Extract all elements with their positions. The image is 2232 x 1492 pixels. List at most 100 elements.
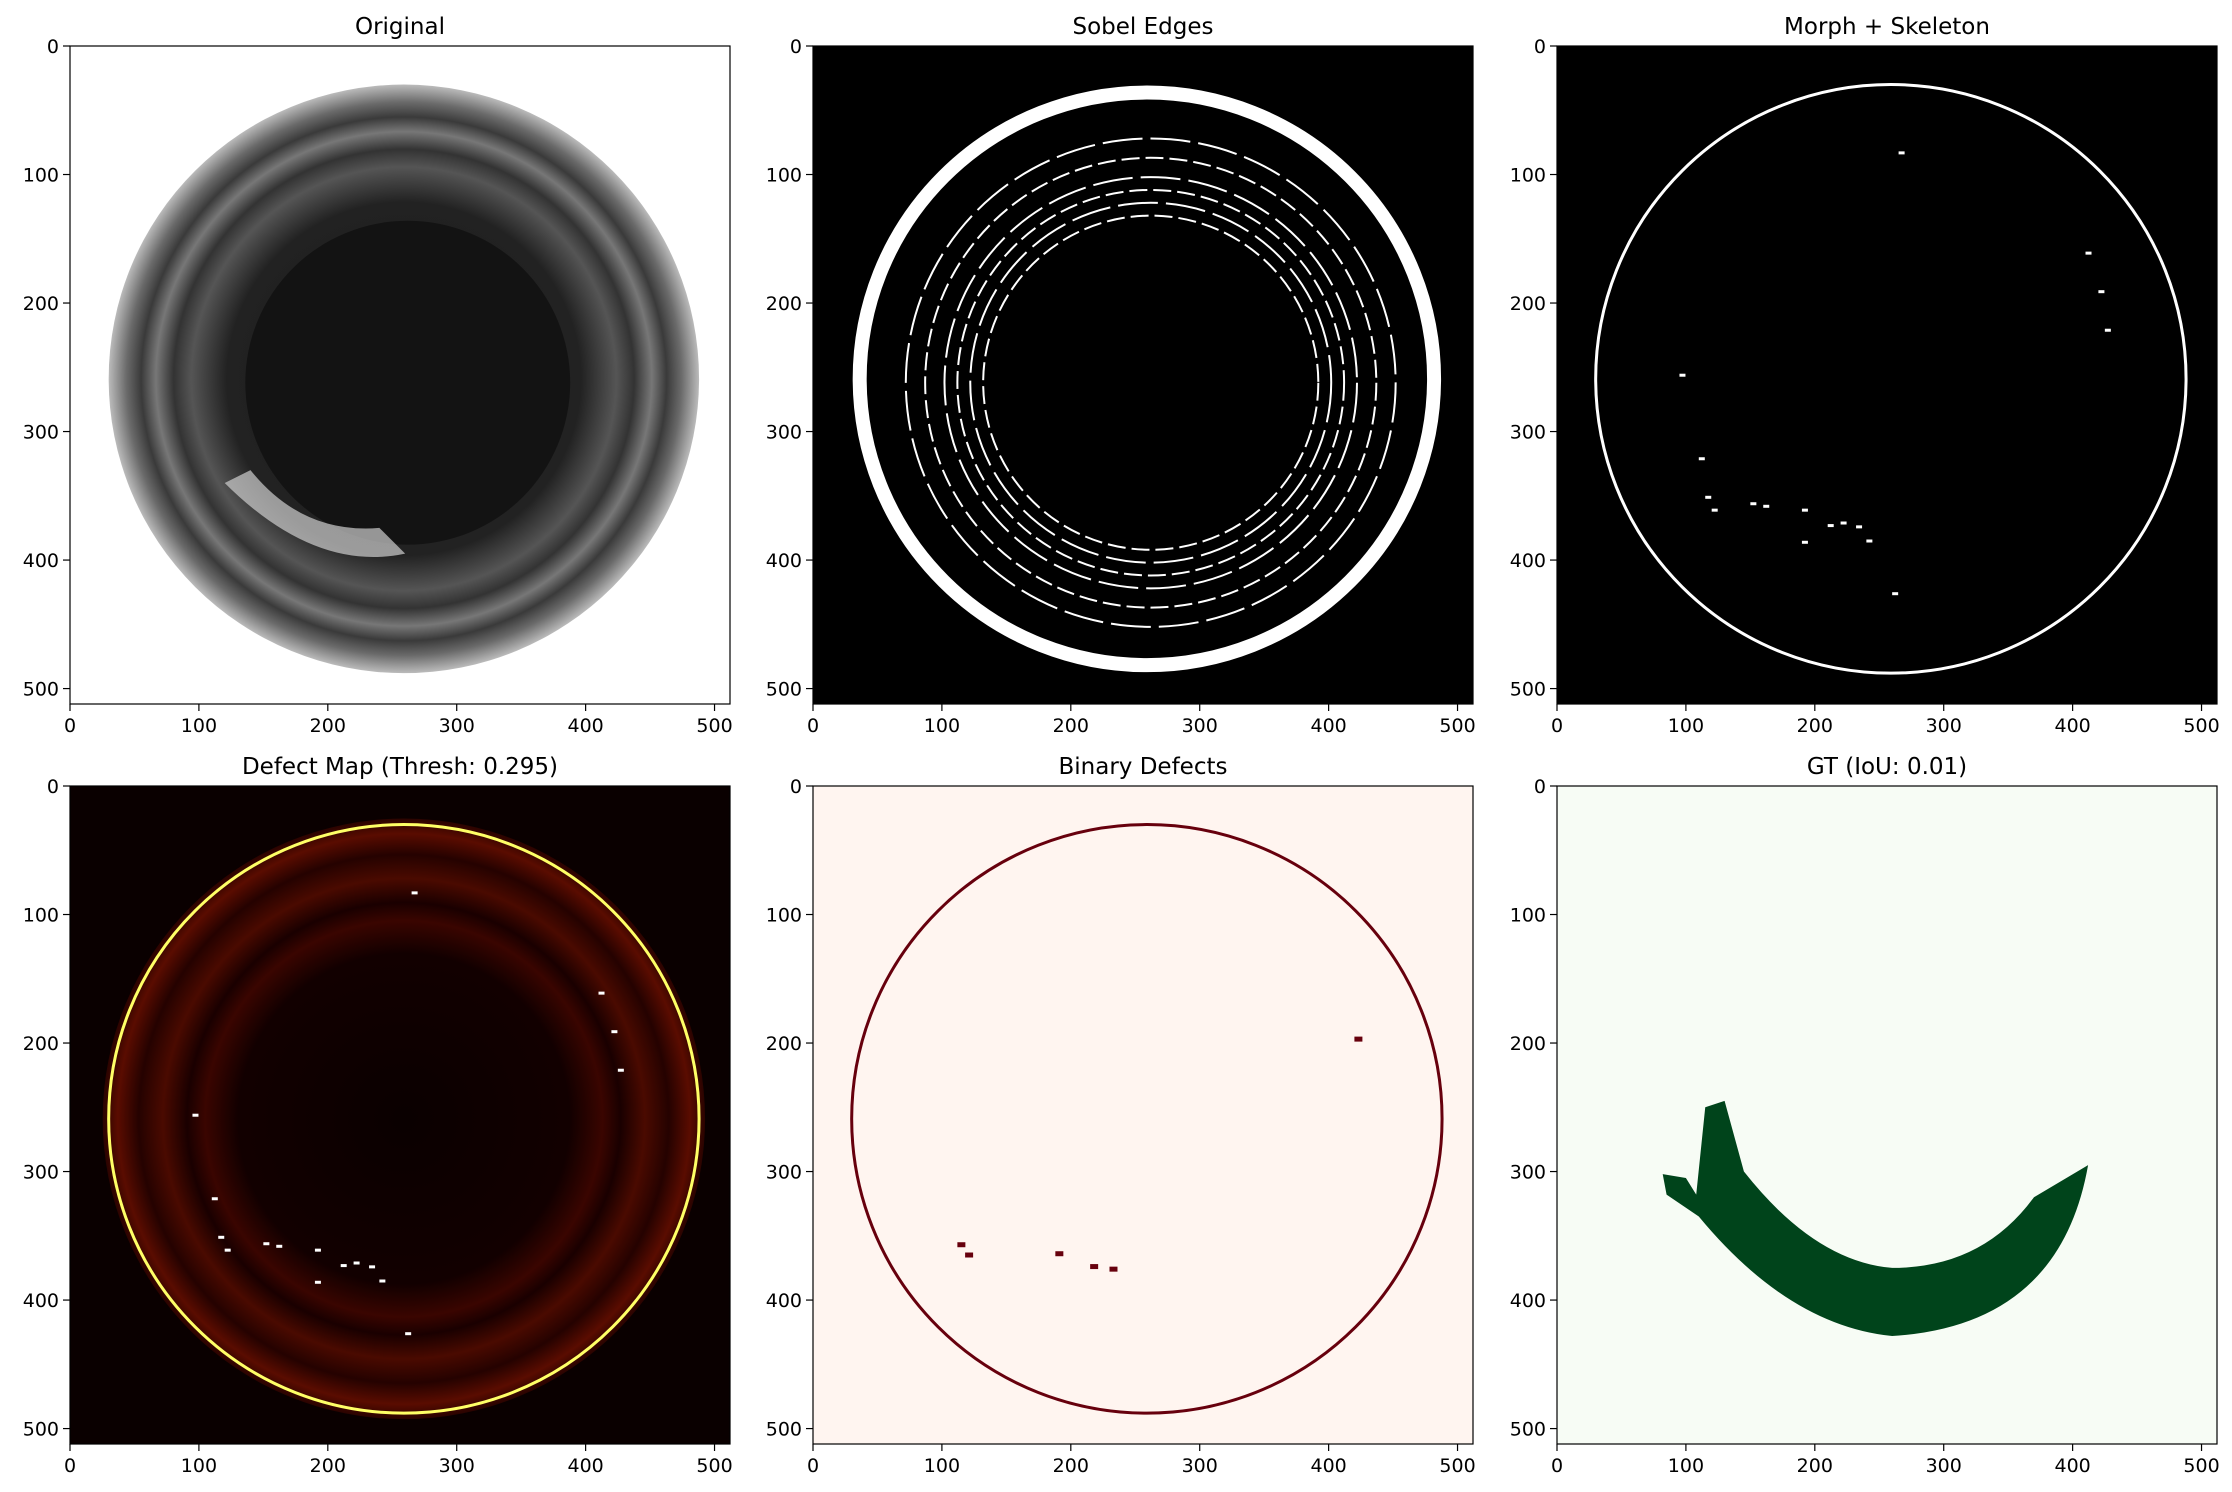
- y-tick-label: 300: [1510, 1162, 1546, 1184]
- skeleton-fragment: [1840, 521, 1847, 525]
- y-tick-label: 0: [790, 776, 802, 798]
- x-tick-label: 100: [1668, 1455, 1704, 1477]
- y-tick-label: 500: [23, 1419, 59, 1441]
- heat-fragment: [211, 1197, 218, 1201]
- panel-title: Binary Defects: [1059, 754, 1228, 780]
- x-tick-label: 200: [1053, 1455, 1089, 1477]
- skeleton-fragment: [2104, 328, 2111, 332]
- heat-fragment: [314, 1248, 321, 1252]
- y-tick-label: 300: [766, 1162, 802, 1184]
- heat-fragment: [611, 1030, 618, 1034]
- x-tick-label: 300: [439, 1455, 475, 1477]
- panel-title: Defect Map (Thresh: 0.295): [242, 754, 558, 780]
- x-tick-label: 500: [1439, 715, 1475, 737]
- inner-edge-ring: [982, 214, 1320, 551]
- axes-frame: [1556, 785, 2218, 1445]
- y-tick-label: 400: [766, 1290, 802, 1312]
- skeleton-fragment: [1679, 373, 1686, 377]
- y-tick-label: 100: [1510, 165, 1546, 187]
- skeleton-fragment: [1827, 524, 1834, 528]
- y-tick-label: 500: [23, 679, 59, 701]
- heat-fragment: [598, 991, 605, 995]
- y-tick-label: 200: [1510, 293, 1546, 315]
- inner-edge-ring: [924, 156, 1378, 609]
- x-tick-label: 200: [310, 1455, 346, 1477]
- binary-defect: [1090, 1264, 1099, 1270]
- heat-fragment: [224, 1248, 231, 1252]
- y-tick-label: 100: [1510, 905, 1546, 927]
- skeleton-fragment: [1801, 540, 1808, 544]
- x-tick-label: 100: [924, 1455, 960, 1477]
- x-tick-label: 100: [1668, 715, 1704, 737]
- y-tick-label: 400: [766, 550, 802, 572]
- skeleton-fragment: [1892, 592, 1899, 596]
- inner-edge-ring: [943, 176, 1358, 590]
- gt-mask: [1662, 1100, 2089, 1337]
- y-tick-label: 400: [23, 1290, 59, 1312]
- x-tick-label: 400: [2054, 1455, 2090, 1477]
- axes-frame: [812, 45, 1474, 705]
- x-tick-label: 200: [310, 715, 346, 737]
- heat-fragment: [263, 1242, 270, 1246]
- x-tick-label: 400: [1310, 1455, 1346, 1477]
- skeleton-fragment: [1763, 504, 1770, 508]
- x-tick-label: 500: [696, 715, 732, 737]
- skeleton-fragment: [2085, 251, 2092, 255]
- heat-fragment: [405, 1332, 412, 1336]
- x-tick-label: 200: [1053, 715, 1089, 737]
- y-tick-label: 100: [766, 905, 802, 927]
- panel-title: Original: [355, 14, 445, 40]
- heat-field: [102, 818, 706, 1420]
- heat-fragment: [340, 1264, 347, 1268]
- y-tick-label: 300: [23, 1162, 59, 1184]
- x-tick-label: 0: [807, 1455, 819, 1477]
- y-tick-label: 500: [766, 679, 802, 701]
- inner-edge-ring: [956, 188, 1346, 577]
- y-tick-label: 200: [766, 1033, 802, 1055]
- skeleton-fragment: [1801, 508, 1808, 512]
- skeleton-fragment: [1866, 539, 1873, 543]
- x-tick-label: 400: [2054, 715, 2090, 737]
- y-tick-label: 300: [23, 422, 59, 444]
- x-tick-label: 300: [1926, 715, 1962, 737]
- binary-defect: [957, 1242, 966, 1248]
- skeleton-fragment: [1856, 525, 1863, 529]
- panel-defectmap: Defect Map (Thresh: 0.295) 0 100 200 300 400 5…: [23, 754, 733, 1477]
- panel-title: Morph + Skeleton: [1784, 14, 1990, 40]
- x-tick-label: 500: [2183, 715, 2219, 737]
- y-tick-label: 500: [1510, 679, 1546, 701]
- skeleton-fragment: [1750, 502, 1757, 506]
- x-tick-label: 0: [1551, 1455, 1563, 1477]
- y-tick-label: 200: [1510, 1033, 1546, 1055]
- axes-frame: [812, 785, 1474, 1445]
- y-tick-label: 300: [1510, 422, 1546, 444]
- panel-title: Sobel Edges: [1073, 14, 1214, 40]
- heat-fragment: [276, 1244, 283, 1248]
- heat-fragment: [617, 1068, 624, 1072]
- y-tick-label: 0: [47, 776, 59, 798]
- x-tick-label: 400: [567, 1455, 603, 1477]
- y-tick-label: 400: [1510, 1290, 1546, 1312]
- skeleton-ring: [1594, 83, 2188, 675]
- plot-area: [813, 46, 1473, 704]
- skeleton-fragment: [1705, 495, 1712, 499]
- y-tick-label: 100: [23, 165, 59, 187]
- y-tick-label: 0: [47, 36, 59, 58]
- inner-edge-ring: [904, 137, 1397, 628]
- plot-area: [1557, 46, 2217, 704]
- x-tick-label: 300: [439, 715, 475, 737]
- x-tick-label: 100: [924, 715, 960, 737]
- y-tick-label: 500: [766, 1419, 802, 1441]
- heat-ring: [107, 823, 701, 1415]
- x-tick-label: 300: [1926, 1455, 1962, 1477]
- y-tick-label: 500: [1510, 1419, 1546, 1441]
- x-tick-label: 500: [2183, 1455, 2219, 1477]
- x-tick-label: 400: [567, 715, 603, 737]
- y-tick-label: 300: [766, 422, 802, 444]
- x-tick-label: 0: [64, 715, 76, 737]
- x-tick-label: 0: [64, 1455, 76, 1477]
- x-tick-label: 500: [696, 1455, 732, 1477]
- y-tick-label: 200: [766, 293, 802, 315]
